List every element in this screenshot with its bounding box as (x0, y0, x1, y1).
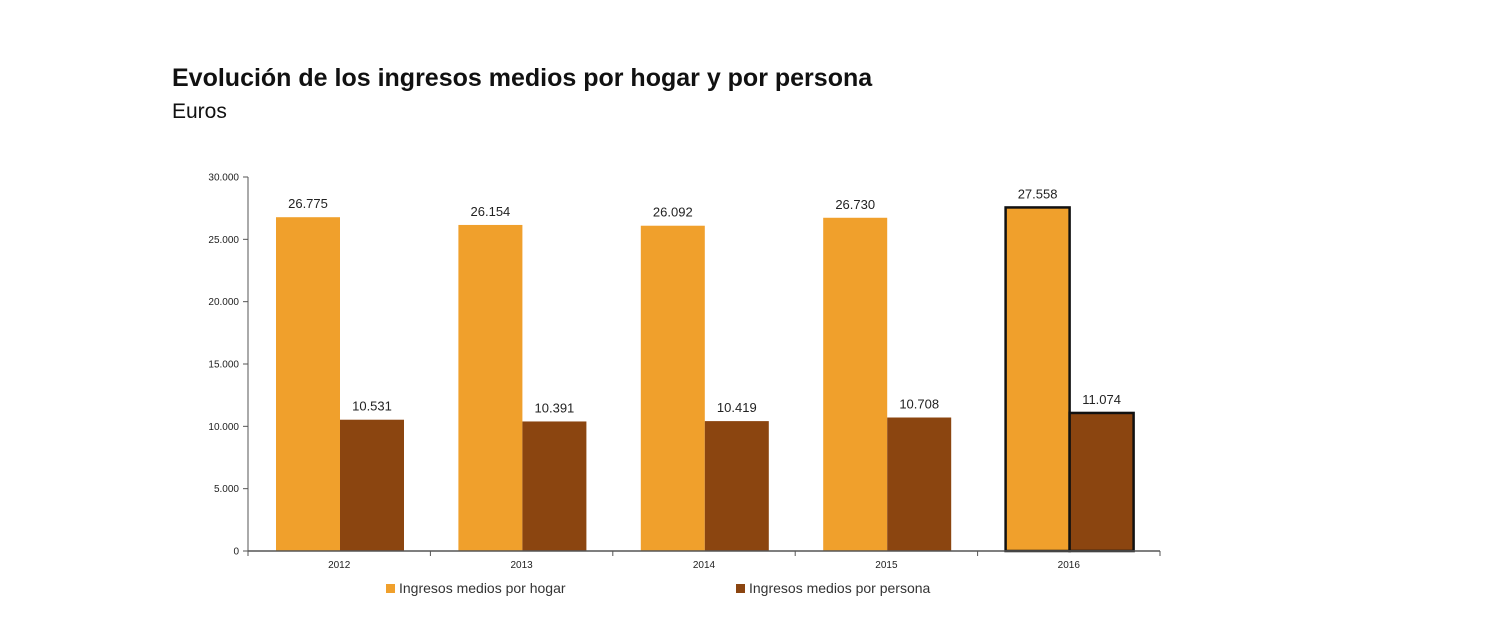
y-tick-label: 15.000 (208, 360, 239, 371)
y-tick-label: 0 (233, 547, 239, 558)
bar-persona (522, 421, 587, 551)
x-tick-label: 2016 (1058, 560, 1081, 571)
y-tick-label: 25.000 (208, 235, 239, 246)
data-label: 10.419 (717, 400, 757, 415)
y-tick-label: 20.000 (208, 297, 239, 308)
data-label: 10.708 (899, 397, 939, 412)
x-tick-label: 2013 (510, 560, 533, 571)
data-label: 26.730 (835, 197, 875, 212)
bar-persona (340, 419, 404, 551)
bar-hogar (823, 217, 888, 552)
legend-item-persona: Ingresos medios por persona (736, 580, 930, 596)
legend-swatch-persona (736, 583, 745, 593)
legend-label-persona: Ingresos medios por persona (749, 580, 931, 596)
legend-swatch-hogar (386, 583, 395, 593)
data-label: 26.775 (288, 196, 328, 211)
x-tick-label: 2015 (875, 560, 898, 571)
y-tick-label: 10.000 (208, 422, 239, 433)
bar-hogar (1004, 206, 1071, 553)
data-label: 11.074 (1082, 392, 1121, 407)
data-label: 26.154 (471, 204, 511, 219)
y-tick-label: 30.000 (208, 173, 239, 184)
chart-title: Evolución de los ingresos medios por hog… (172, 64, 873, 92)
y-tick-label: 5.000 (214, 484, 239, 495)
bar-persona (1068, 411, 1135, 553)
data-label: 26.092 (653, 205, 693, 220)
bar-hogar (640, 225, 705, 551)
x-tick-label: 2012 (328, 560, 351, 571)
bar-hogar (458, 224, 523, 552)
bar-persona (887, 417, 952, 551)
chart-subtitle: Euros (172, 100, 227, 123)
bar-hogar (276, 217, 340, 551)
legend-item-hogar: Ingresos medios por hogar (386, 580, 566, 596)
data-label: 10.391 (535, 400, 575, 415)
bar-persona (704, 421, 769, 551)
x-tick-label: 2014 (693, 560, 716, 571)
data-label: 10.531 (352, 399, 392, 414)
legend-label-hogar: Ingresos medios por hogar (399, 580, 566, 596)
data-label: 27.558 (1018, 186, 1058, 201)
